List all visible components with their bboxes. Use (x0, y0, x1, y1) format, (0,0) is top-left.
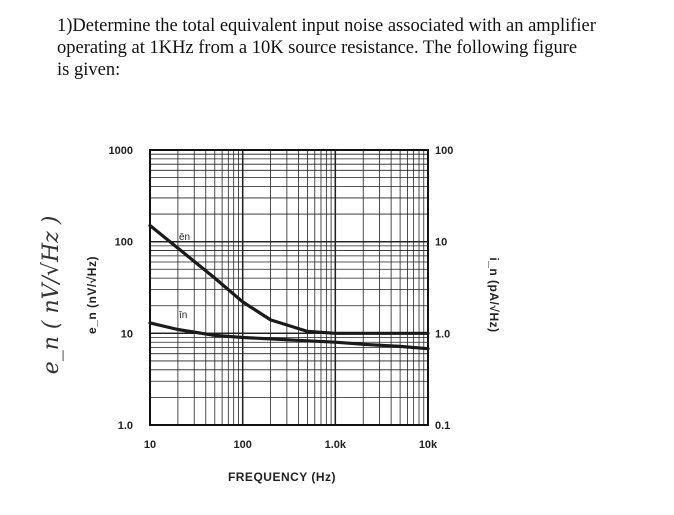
y-right-tick-label: 10 (435, 237, 447, 249)
y-right-tick-label: 0.1 (435, 420, 450, 432)
y-axis-left-title: e_n (nV/√Hz) (85, 256, 99, 334)
handwritten-y-label: e_n ( nV/√Hz ) (39, 216, 64, 375)
question-text: 1)Determine the total equivalent input n… (57, 15, 657, 81)
series-line-en (148, 223, 430, 335)
y-left-tick-label: 10 (121, 328, 133, 340)
series-line-in (148, 321, 430, 351)
x-axis-title: FREQUENCY (Hz) (228, 470, 336, 484)
question-line-2: operating at 1KHz from a 10K source resi… (57, 38, 578, 58)
x-tick-label: 100 (233, 439, 251, 451)
question-line-1: 1)Determine the total equivalent input n… (57, 16, 596, 36)
y-left-tick-label: 1.0 (118, 420, 133, 432)
y-right-tick-label: 1.0 (435, 328, 450, 340)
y-left-tick-label: 100 (115, 237, 133, 249)
tick-labels: 10 100 1.0k 10k 1000 100 10 1.0 100 10 1.0 0.1 (109, 145, 454, 451)
y-left-tick-label: 1000 (109, 145, 133, 157)
series-label-in: īn (179, 310, 187, 321)
plot-frame (149, 149, 429, 426)
y-right-tick-label: 100 (435, 145, 453, 157)
x-tick-label: 1.0k (325, 439, 347, 451)
x-tick-label: 10k (419, 439, 438, 451)
y-axis-right-title: i_n (pA/√Hz) (487, 257, 501, 332)
chart-grid (149, 149, 429, 426)
question-line-3: is given: (57, 60, 121, 80)
series-label-en: ēn (179, 232, 190, 243)
chart-curves (148, 223, 430, 351)
x-tick-label: 10 (144, 439, 156, 451)
